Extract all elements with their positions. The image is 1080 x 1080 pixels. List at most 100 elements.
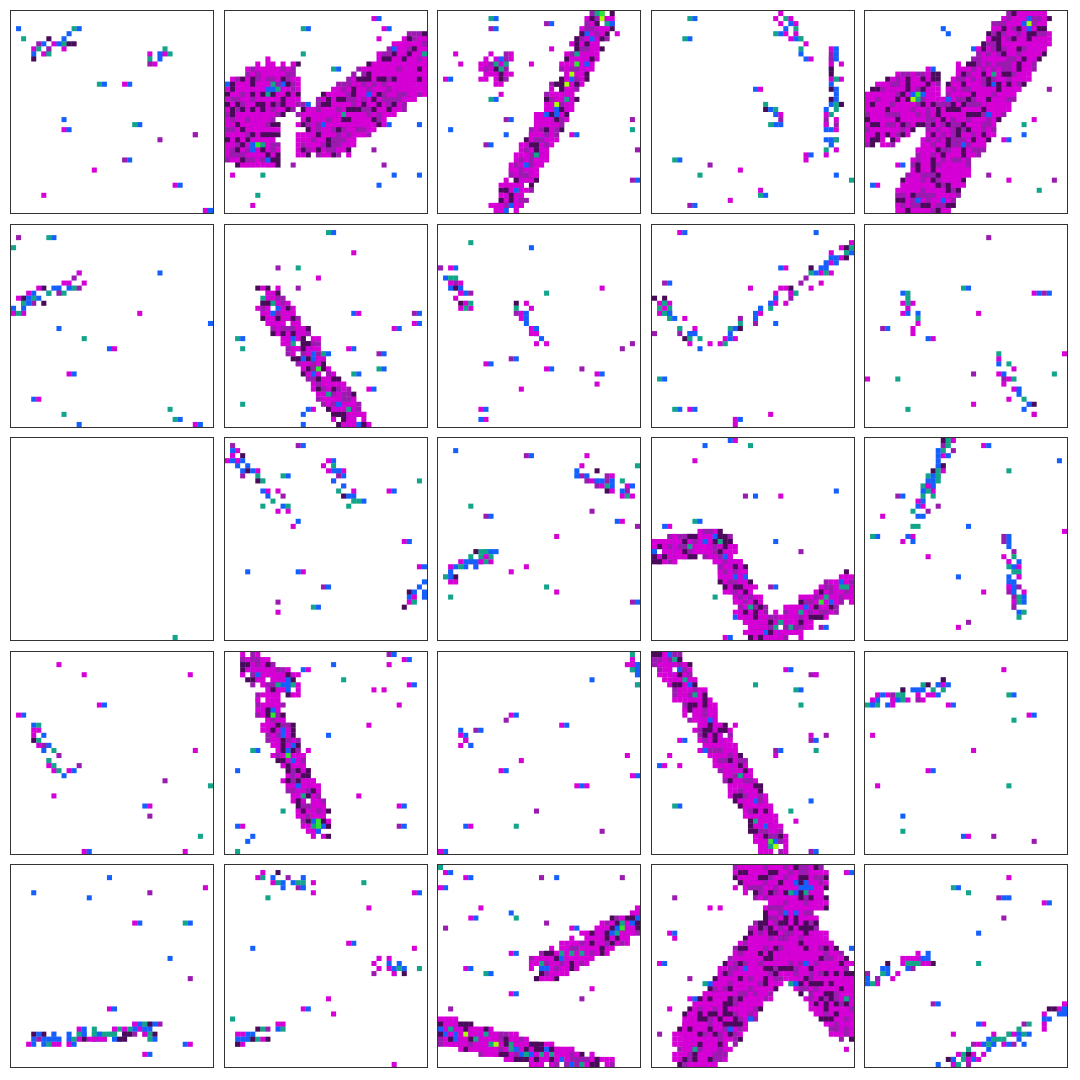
heat-cell bbox=[269, 76, 275, 82]
heat-cell bbox=[559, 122, 565, 128]
heat-cell bbox=[300, 51, 306, 57]
heat-cell bbox=[991, 132, 997, 138]
heat-cell bbox=[915, 172, 921, 178]
heat-cell bbox=[229, 152, 235, 158]
heat-cell bbox=[381, 86, 387, 92]
heat-cell bbox=[269, 162, 275, 168]
heat-cell bbox=[244, 66, 250, 72]
heat-cell bbox=[584, 71, 590, 77]
heat-cell bbox=[330, 86, 336, 92]
heat-cell bbox=[244, 106, 250, 112]
heat-cell bbox=[280, 76, 286, 82]
heat-cell bbox=[559, 81, 565, 87]
heat-cell bbox=[370, 71, 376, 77]
heat-cell bbox=[925, 142, 931, 148]
heat-cell bbox=[838, 61, 844, 67]
heat-cell bbox=[966, 152, 972, 158]
heat-cell bbox=[254, 127, 260, 133]
heat-cell bbox=[249, 71, 255, 77]
heat-cell bbox=[559, 101, 565, 107]
heat-cell bbox=[905, 192, 911, 198]
heat-cell bbox=[533, 172, 539, 178]
heat-cell bbox=[275, 147, 281, 153]
heat-cell bbox=[493, 61, 499, 67]
heat-cell bbox=[275, 112, 281, 118]
heat-cell bbox=[330, 152, 336, 158]
heat-cell bbox=[101, 81, 107, 87]
heat-cell bbox=[396, 96, 402, 102]
heat-cell bbox=[533, 112, 539, 118]
heat-cell bbox=[269, 101, 275, 107]
heat-cell bbox=[752, 86, 758, 92]
heat-cell bbox=[335, 122, 341, 128]
heat-cell bbox=[609, 16, 615, 22]
heat-cell bbox=[239, 162, 245, 168]
heat-cell bbox=[172, 182, 178, 188]
heat-cell bbox=[940, 207, 946, 213]
heat-cell bbox=[350, 96, 356, 102]
heat-cell bbox=[224, 137, 230, 143]
heat-cell bbox=[365, 106, 371, 112]
heat-cell bbox=[254, 157, 260, 163]
heat-cell bbox=[61, 36, 67, 42]
heat-cell bbox=[915, 182, 921, 188]
heat-cell bbox=[488, 142, 494, 148]
heat-cell bbox=[533, 127, 539, 133]
heat-cell bbox=[508, 117, 514, 123]
heat-cell bbox=[777, 21, 783, 27]
heat-cell bbox=[787, 16, 793, 22]
heat-cell bbox=[478, 76, 484, 82]
heat-cell bbox=[381, 71, 387, 77]
heat-cell bbox=[935, 137, 941, 143]
heat-cell bbox=[391, 91, 397, 97]
heat-cell bbox=[254, 96, 260, 102]
heat-cell bbox=[280, 61, 286, 67]
heat-cell bbox=[259, 101, 265, 107]
heat-cell bbox=[290, 66, 296, 72]
heat-cell bbox=[945, 137, 951, 143]
heat-cell bbox=[320, 137, 326, 143]
heat-cell bbox=[345, 117, 351, 123]
heat-cell bbox=[285, 71, 291, 77]
heat-cell bbox=[448, 127, 454, 133]
heat-cell bbox=[935, 192, 941, 198]
heat-cell bbox=[401, 101, 407, 107]
heat-cell bbox=[930, 177, 936, 183]
heat-cell bbox=[325, 122, 331, 128]
heat-cell bbox=[599, 16, 605, 22]
heat-cell bbox=[910, 177, 916, 183]
heat-cell bbox=[345, 152, 351, 158]
heat-cell bbox=[315, 106, 321, 112]
heat-cell bbox=[554, 101, 560, 107]
heat-cell bbox=[493, 66, 499, 72]
heat-cell bbox=[320, 147, 326, 153]
heat-cell bbox=[330, 117, 336, 123]
heat-cell bbox=[523, 177, 529, 183]
heat-cell bbox=[604, 21, 610, 27]
heat-cell bbox=[330, 66, 336, 72]
heat-cell bbox=[940, 192, 946, 198]
heat-cell bbox=[391, 41, 397, 47]
heat-cell bbox=[290, 76, 296, 82]
heat-cell bbox=[488, 96, 494, 102]
heat-cell bbox=[269, 106, 275, 112]
heat-cell bbox=[828, 86, 834, 92]
heat-cell bbox=[264, 127, 270, 133]
heat-cell bbox=[391, 112, 397, 118]
heat-cell bbox=[609, 21, 615, 27]
heat-cell bbox=[772, 31, 778, 37]
heat-cell bbox=[290, 162, 296, 168]
heat-cell bbox=[325, 147, 331, 153]
heat-cell bbox=[280, 106, 286, 112]
heat-cell bbox=[544, 122, 550, 128]
heat-cell bbox=[828, 96, 834, 102]
heat-cell bbox=[686, 16, 692, 22]
heat-cell bbox=[833, 56, 839, 62]
heat-cell bbox=[833, 91, 839, 97]
heat-cell bbox=[300, 26, 306, 32]
heat-cell bbox=[391, 56, 397, 62]
heat-cell bbox=[589, 51, 595, 57]
heat-cell bbox=[315, 117, 321, 123]
heat-cell bbox=[275, 76, 281, 82]
heat-cell bbox=[244, 101, 250, 107]
